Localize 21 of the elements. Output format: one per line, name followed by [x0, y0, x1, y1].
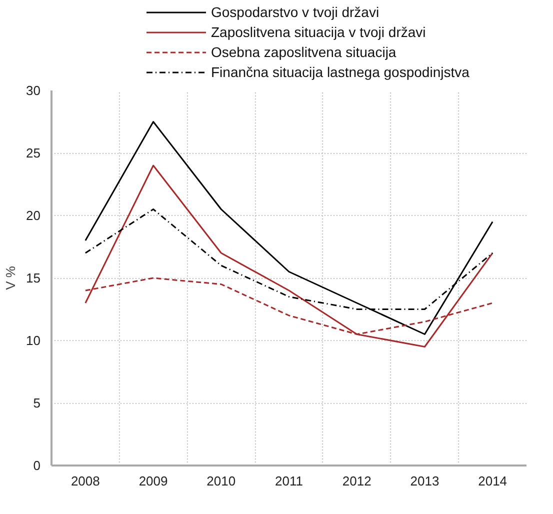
y-tick-label: 10: [26, 333, 41, 348]
x-tick-label: 2008: [70, 474, 100, 488]
x-tick-label: 2011: [275, 474, 303, 488]
legend-label: Osebna zaposlitvena situacija: [211, 44, 396, 60]
x-tick-label: 2014: [478, 474, 508, 488]
legend-label: Gospodarstvo v tvoji državi: [211, 4, 380, 20]
y-tick-label: 20: [26, 208, 41, 223]
x-tick-label: 2009: [138, 474, 168, 488]
line-series: [84, 164, 494, 348]
y-tick-label: 15: [26, 270, 41, 286]
y-tick-label: 0: [33, 458, 41, 473]
x-tick-label: 2013: [410, 474, 440, 488]
legend-label: Finančna situacija lastnega gospodinjstva: [211, 64, 470, 80]
y-tick-label: 30: [26, 83, 41, 98]
x-tick-label: 2012: [342, 474, 372, 488]
x-tick-label: 2010: [206, 474, 236, 488]
y-axis-title: V %: [3, 266, 18, 290]
y-tick-label: 25: [26, 146, 41, 160]
y-tick-label: 5: [33, 396, 41, 410]
legend-label: Zaposlitvena situacija v tvoji državi: [211, 24, 426, 40]
line-series: [84, 121, 494, 335]
